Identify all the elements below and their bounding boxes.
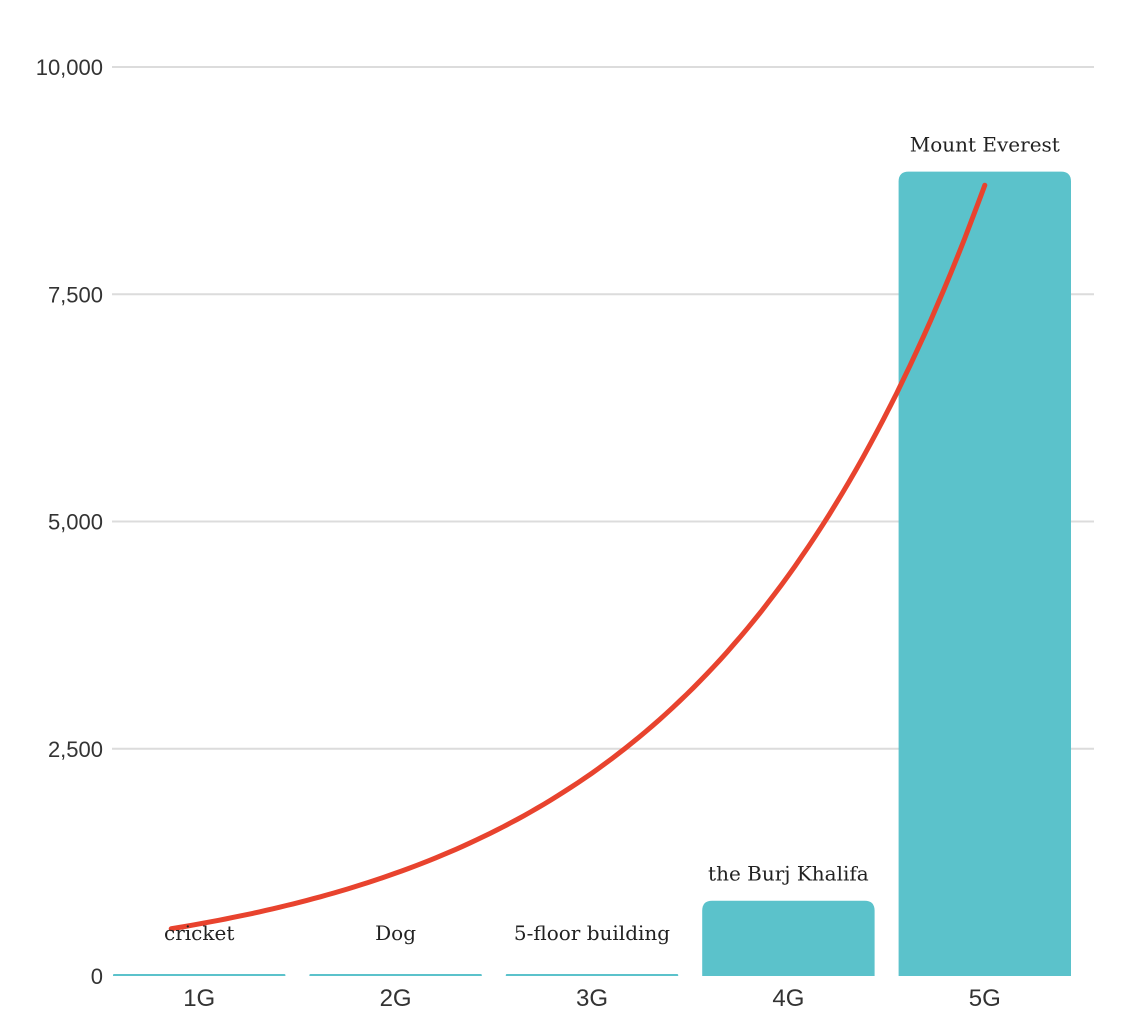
x-tick-label: 3G [576, 985, 608, 1012]
bar [898, 171, 1071, 976]
trend-curve-layer [168, 182, 988, 932]
y-axis-tick-labels: 0 2,500 5,000 7,500 10,000 [36, 55, 103, 989]
bar [309, 974, 482, 976]
bar-data-label: Mount Everest [910, 133, 1060, 157]
y-tick-label: 10,000 [36, 55, 103, 80]
y-tick-label: 0 [91, 964, 103, 989]
y-tick-label: 2,500 [48, 737, 103, 762]
bar [505, 974, 679, 976]
y-tick-label: 7,500 [48, 282, 103, 307]
bar-data-label: 5-floor building [514, 921, 670, 945]
x-tick-label: 4G [772, 985, 804, 1012]
bar-data-labels: cricket Dog 5-floor building the Burj Khali… [164, 133, 1060, 945]
x-axis-tick-labels: 1G 2G 3G 4G 5G [183, 985, 1001, 1012]
bar-data-label: the Burj Khalifa [708, 862, 869, 886]
x-tick-label: 1G [183, 985, 215, 1012]
x-tick-label: 5G [969, 985, 1001, 1012]
trend-curve [168, 182, 988, 932]
bar [702, 900, 875, 976]
x-tick-label: 2G [380, 985, 412, 1012]
bar-data-label: cricket [164, 921, 234, 945]
bars [113, 171, 1071, 976]
y-tick-label: 5,000 [48, 510, 103, 535]
bar [113, 974, 286, 976]
bar-data-label: Dog [375, 921, 416, 945]
